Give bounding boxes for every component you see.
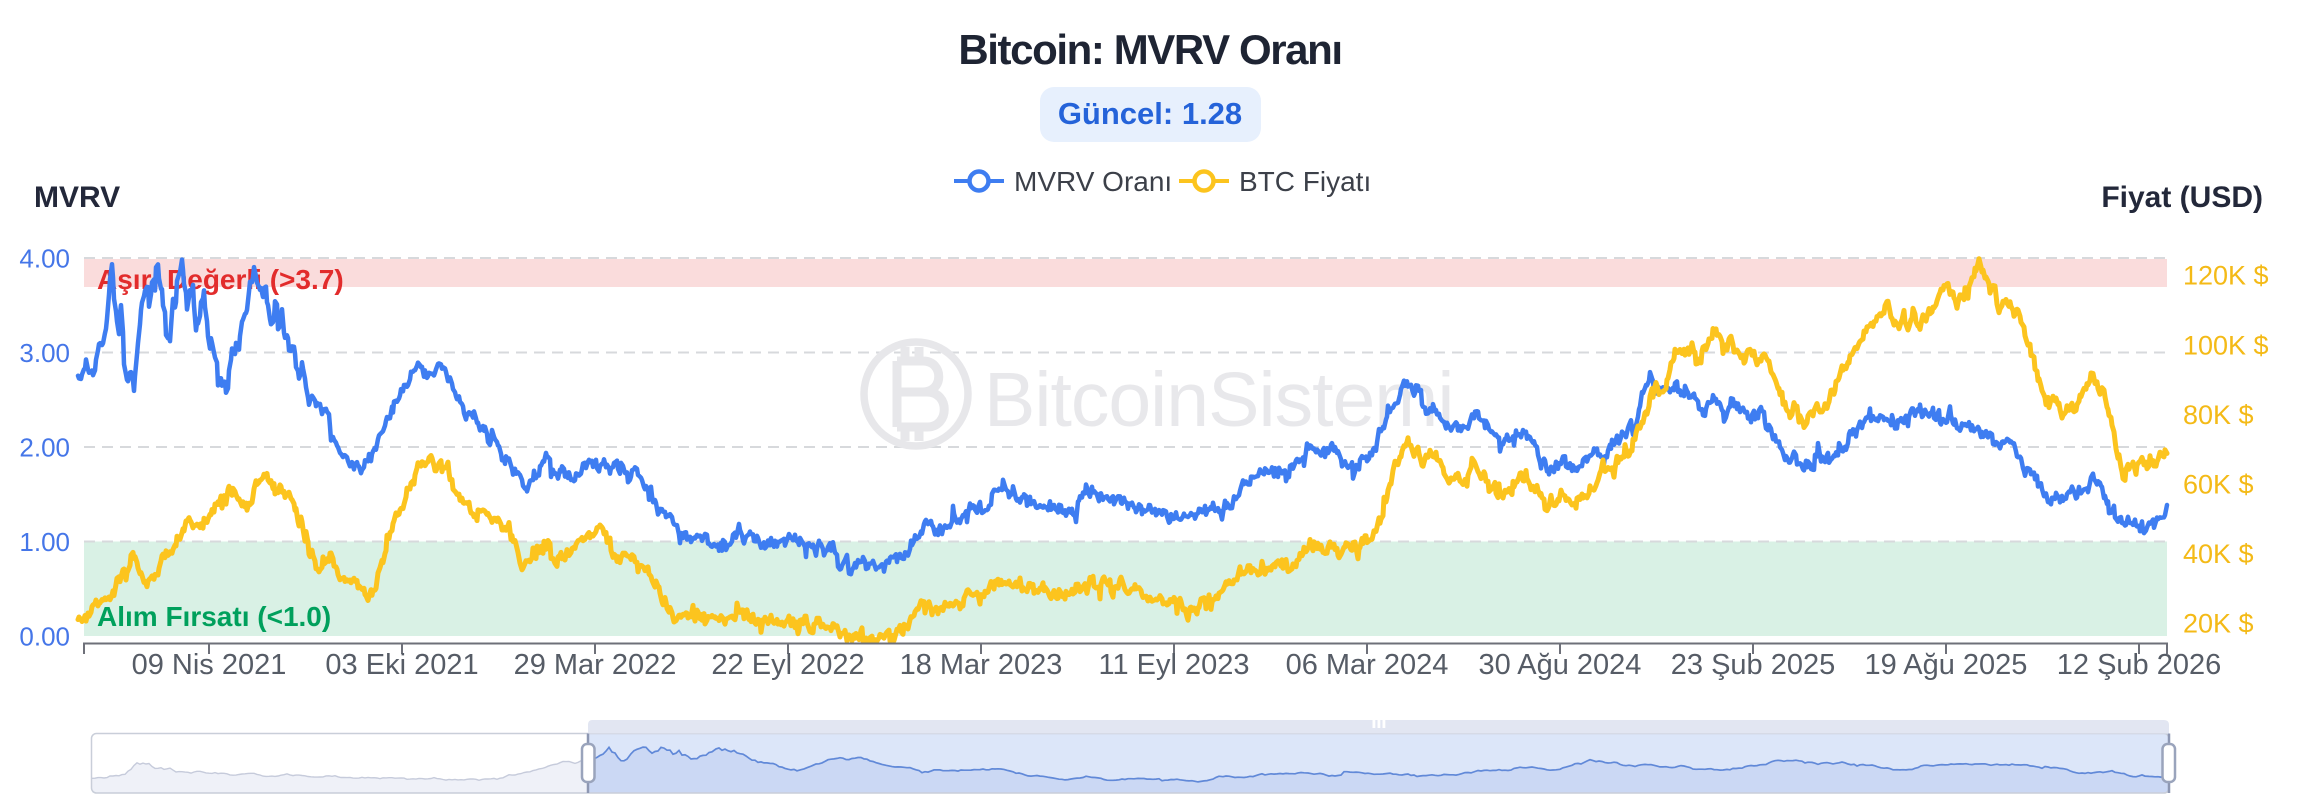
svg-text:22 Eyl 2022: 22 Eyl 2022 [711, 649, 864, 681]
svg-text:Güncel: 1.28: Güncel: 1.28 [1058, 96, 1242, 131]
svg-text:4.00: 4.00 [19, 244, 70, 274]
svg-text:06 Mar 2024: 06 Mar 2024 [1286, 649, 1449, 681]
svg-text:BTC Fiyatı: BTC Fiyatı [1239, 166, 1371, 197]
svg-text:MVRV: MVRV [34, 181, 120, 214]
svg-text:2.00: 2.00 [19, 433, 70, 463]
svg-text:12 Şub 2026: 12 Şub 2026 [2057, 649, 2221, 681]
svg-text:Fiyat (USD): Fiyat (USD) [2101, 181, 2263, 214]
svg-text:Bitcoin: MVRV Oranı: Bitcoin: MVRV Oranı [958, 26, 1341, 73]
svg-text:BitcoinSistemi: BitcoinSistemi [984, 357, 1454, 443]
svg-text:100K $: 100K $ [2183, 331, 2269, 361]
svg-text:40K $: 40K $ [2183, 539, 2254, 569]
svg-text:3.00: 3.00 [19, 338, 70, 368]
svg-text:29 Mar 2022: 29 Mar 2022 [514, 649, 677, 681]
svg-text:120K $: 120K $ [2183, 261, 2269, 291]
svg-text:30 Ağu 2024: 30 Ağu 2024 [1479, 649, 1642, 681]
svg-text:09 Nis 2021: 09 Nis 2021 [132, 649, 287, 681]
svg-text:Alım Fırsatı (<1.0): Alım Fırsatı (<1.0) [97, 601, 331, 632]
svg-text:18 Mar 2023: 18 Mar 2023 [900, 649, 1063, 681]
svg-text:60K $: 60K $ [2183, 470, 2254, 500]
svg-text:11 Eyl 2023: 11 Eyl 2023 [1098, 649, 1249, 681]
svg-text:80K $: 80K $ [2183, 400, 2254, 430]
svg-text:20K $: 20K $ [2183, 609, 2254, 639]
svg-text:0.00: 0.00 [19, 622, 70, 652]
svg-text:23 Şub 2025: 23 Şub 2025 [1671, 649, 1835, 681]
svg-text:MVRV Oranı: MVRV Oranı [1014, 166, 1172, 197]
svg-text:03 Eki 2021: 03 Eki 2021 [325, 649, 478, 681]
svg-text:19 Ağu 2025: 19 Ağu 2025 [1865, 649, 2028, 681]
svg-text:1.00: 1.00 [19, 527, 70, 557]
svg-text:Aşırı Değerli (>3.7): Aşırı Değerli (>3.7) [97, 264, 344, 295]
